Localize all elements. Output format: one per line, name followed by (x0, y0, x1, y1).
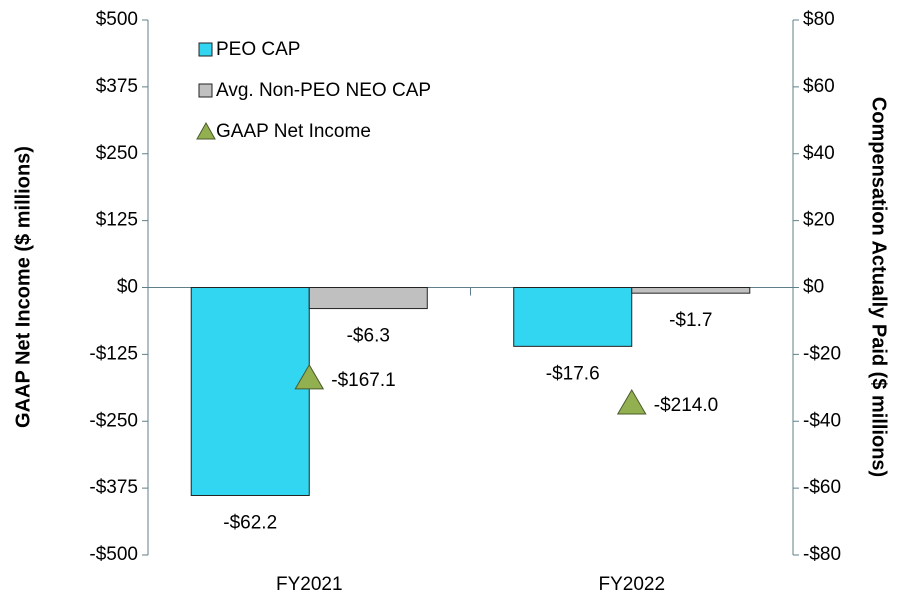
y-tick-label: -$500 (89, 544, 138, 565)
y-axis-title: GAAP Net Income ($ millions) (12, 146, 34, 428)
data-label: -$17.6 (546, 363, 600, 384)
y-tick-label: -$250 (89, 410, 138, 431)
legend-swatch (198, 42, 213, 57)
y-tick-label: $500 (96, 9, 138, 30)
y2-tick-label: -$60 (803, 477, 841, 498)
x-tick-label: FY2022 (598, 574, 665, 595)
y2-axis-title: Compensation Actually Paid ($ millions) (868, 97, 890, 477)
legend-label: GAAP Net Income (216, 121, 371, 142)
legend-label: Avg. Non-PEO NEO CAP (216, 80, 431, 101)
data-label: -$6.3 (347, 326, 390, 347)
y-tick-label: -$125 (89, 343, 138, 364)
data-label: -$62.2 (223, 512, 277, 533)
marker (294, 363, 325, 390)
y2-tick-label: $60 (803, 76, 835, 97)
data-label: -$1.7 (669, 310, 712, 331)
legend-swatch (196, 121, 216, 140)
y2-tick-label: $80 (803, 9, 835, 30)
y-tick-label: $375 (96, 76, 138, 97)
bar (631, 287, 751, 294)
y-tick-label: $125 (96, 210, 138, 231)
y-tick-label: -$375 (89, 477, 138, 498)
x-tick-label: FY2021 (276, 574, 343, 595)
y-tick-label: $0 (117, 277, 138, 298)
y2-tick-label: $20 (803, 210, 835, 231)
marker (616, 388, 647, 415)
y-tick-label: $250 (96, 143, 138, 164)
bar (308, 287, 428, 310)
y2-tick-label: -$40 (803, 410, 841, 431)
y2-tick-label: -$80 (803, 544, 841, 565)
bar (190, 287, 310, 496)
legend-swatch (198, 83, 213, 98)
y2-tick-label: -$20 (803, 343, 841, 364)
y2-tick-label: $40 (803, 143, 835, 164)
legend-label: PEO CAP (216, 39, 300, 60)
data-label: -$167.1 (331, 370, 395, 391)
bar (513, 287, 633, 347)
data-label: -$214.0 (654, 395, 718, 416)
y2-tick-label: $0 (803, 277, 824, 298)
